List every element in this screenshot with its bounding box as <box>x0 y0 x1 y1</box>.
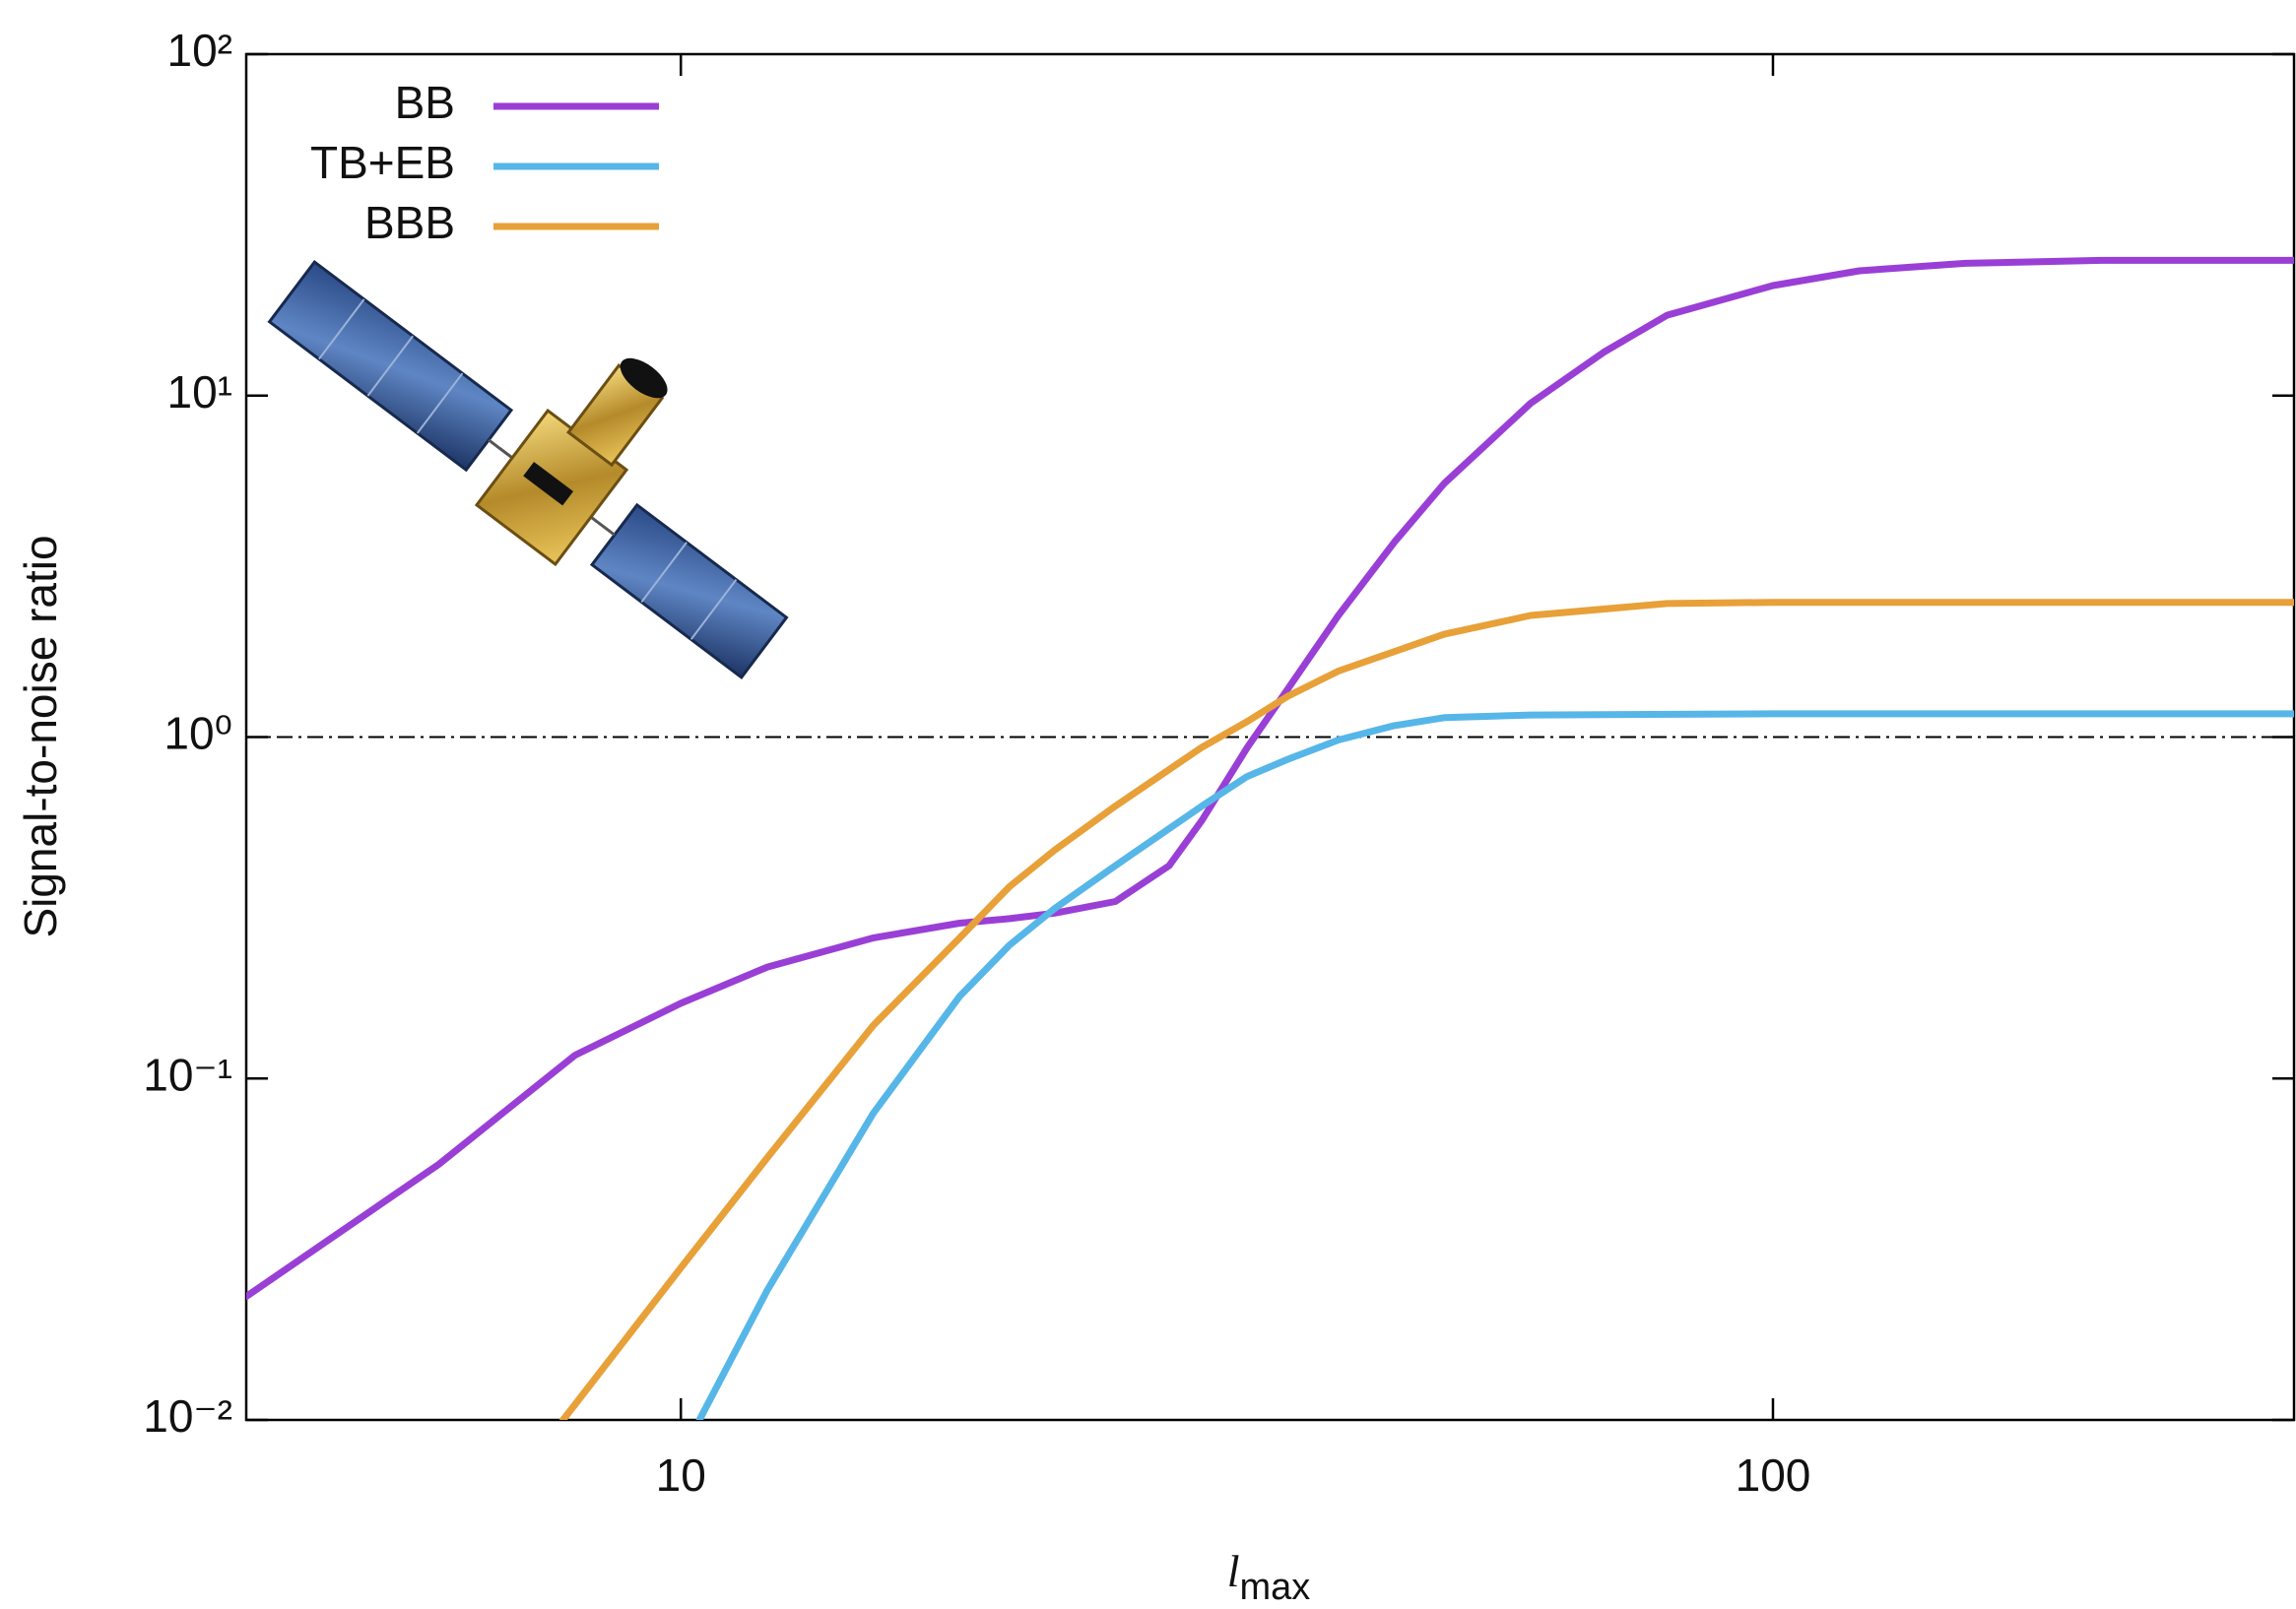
legend-label: BB <box>395 77 455 128</box>
legend-label: TB+EB <box>310 137 455 188</box>
y-axis-label: Signal-to-noise ratio <box>15 535 66 937</box>
series-line <box>695 710 2294 1420</box>
y-tick-label: 10¹ <box>167 366 232 418</box>
x-tick-label: 100 <box>1736 1449 1811 1501</box>
series-line <box>559 599 2294 1420</box>
y-tick-label: 10² <box>167 25 232 76</box>
series-line <box>246 256 2294 1301</box>
legend-label: BBB <box>364 197 455 248</box>
y-tick-label: 10⁻¹ <box>143 1049 232 1100</box>
y-tick-label: 10⁰ <box>164 708 232 759</box>
satellite-icon <box>267 259 789 679</box>
x-axis-label-sub: max <box>1239 1567 1310 1608</box>
y-tick-label: 10⁻² <box>143 1390 232 1442</box>
x-tick-label: 10 <box>656 1449 706 1501</box>
x-axis-label-main: l <box>1227 1546 1240 1596</box>
plot-area <box>246 256 2294 1420</box>
x-axis-label: lmax <box>1227 1546 1311 1608</box>
